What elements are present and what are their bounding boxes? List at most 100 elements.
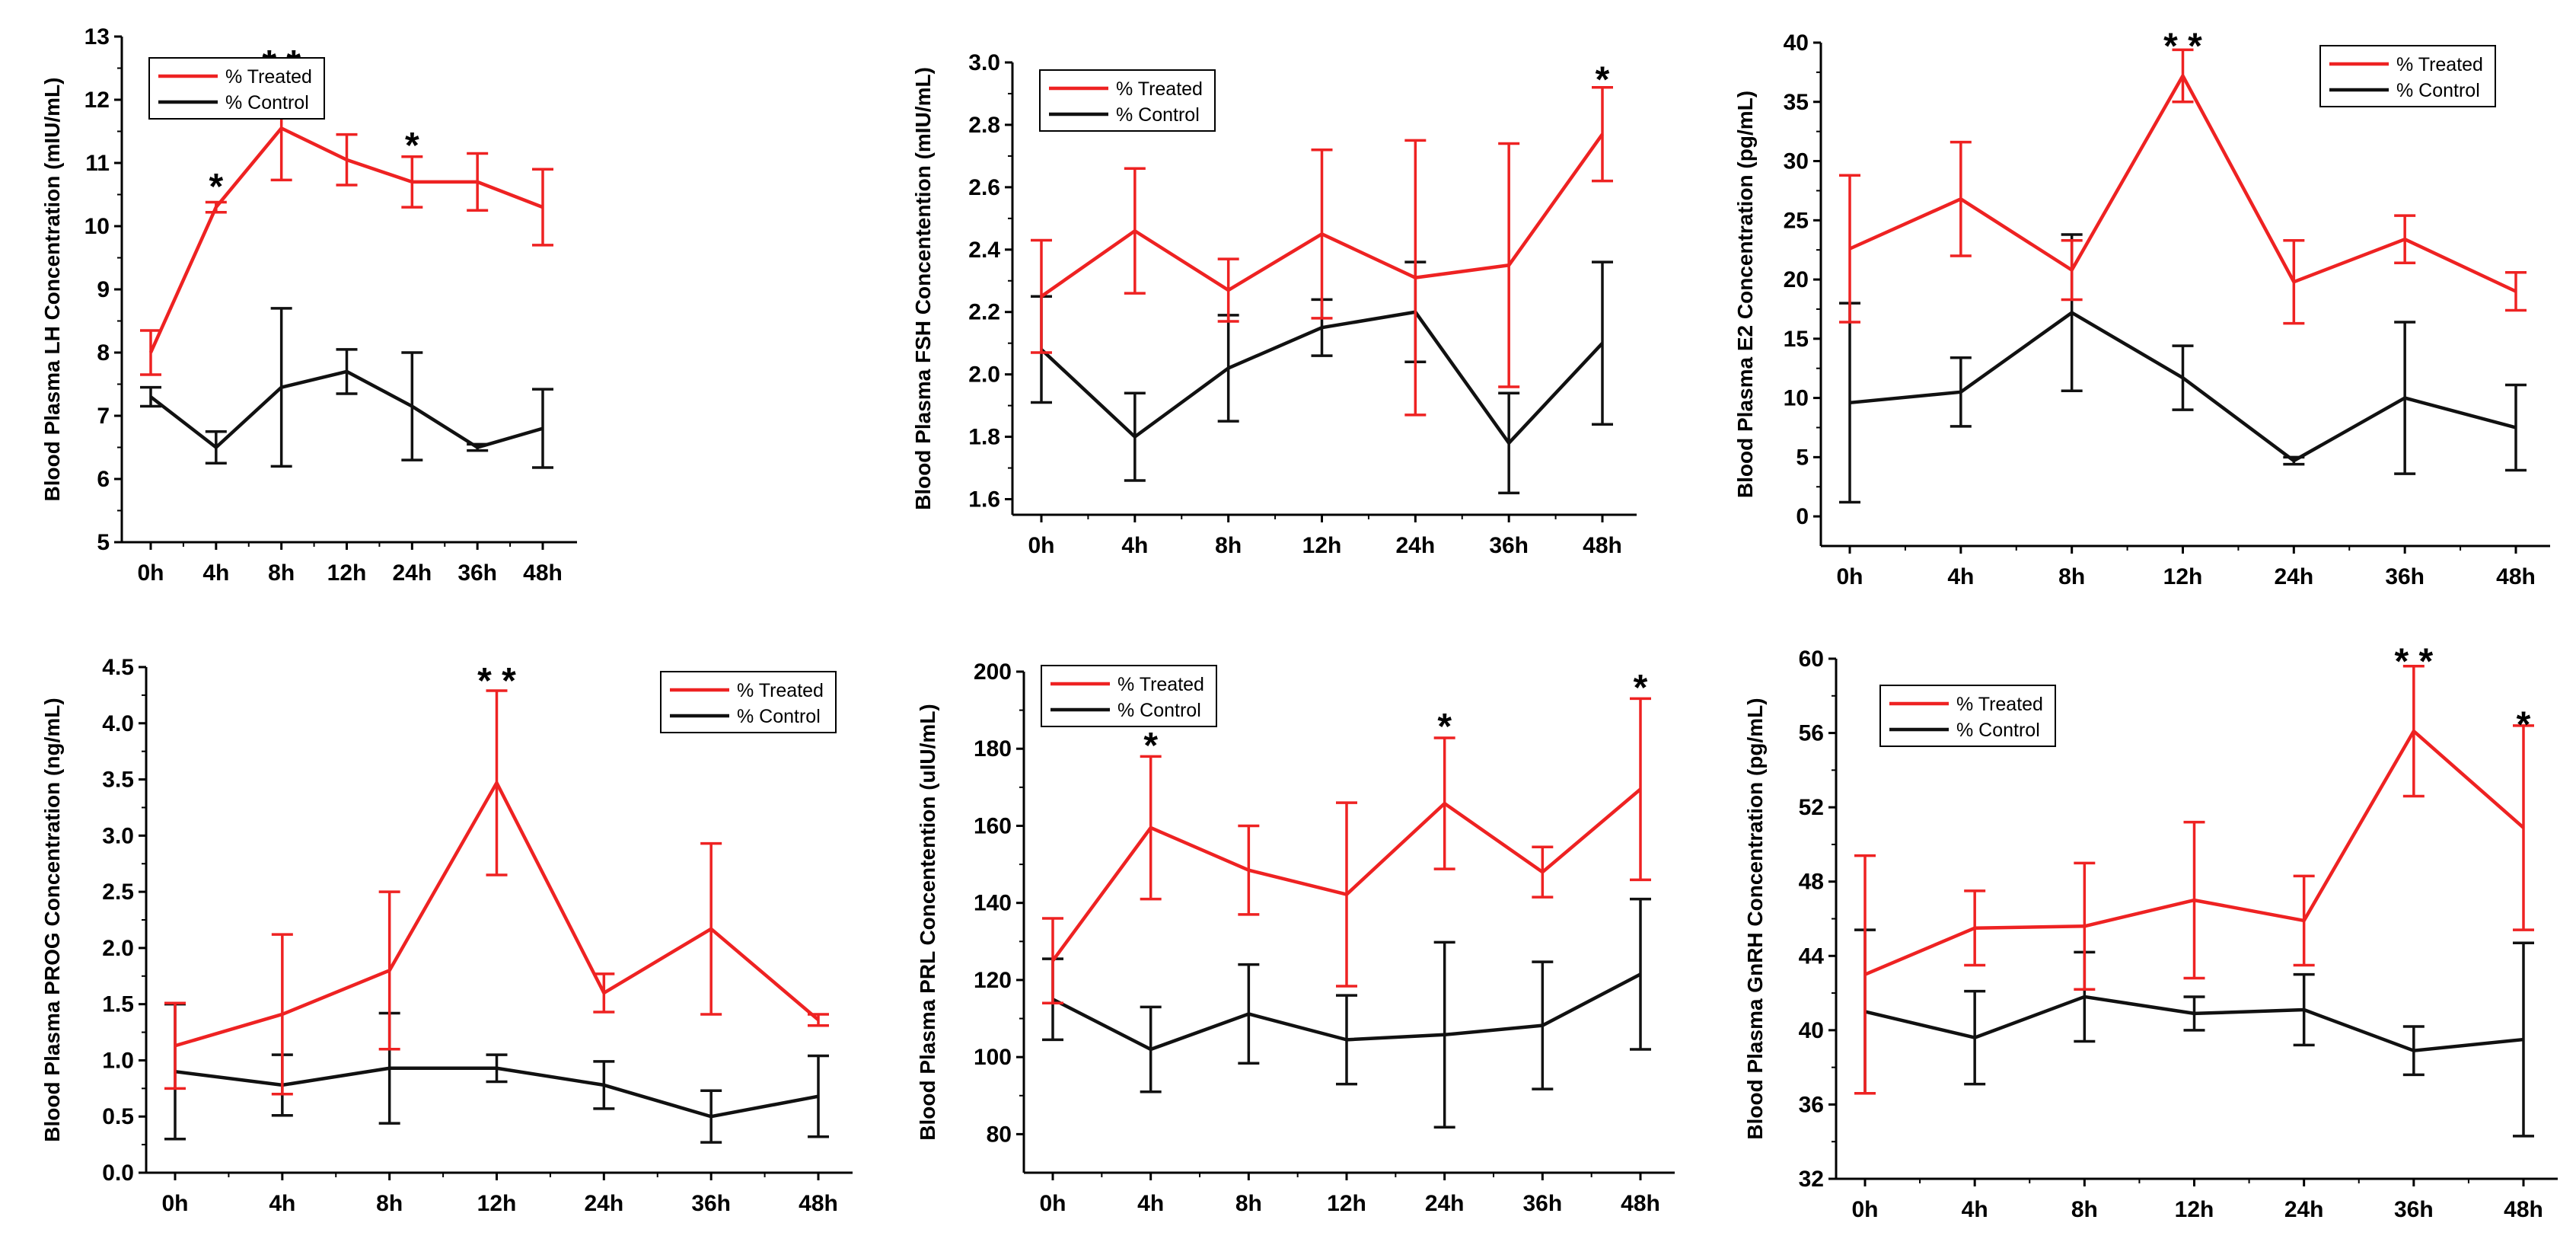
y-tick-label: 2.0 bbox=[102, 936, 134, 961]
legend-label: % Control bbox=[225, 92, 309, 113]
legend-box bbox=[1039, 69, 1216, 132]
x-tick-label: 24h bbox=[2284, 1197, 2324, 1222]
significance-marker: * bbox=[1437, 707, 1452, 747]
x-tick-label: 24h bbox=[2274, 564, 2313, 589]
series-line bbox=[1849, 311, 2517, 463]
significance-marker: * bbox=[2517, 704, 2531, 745]
x-tick-label: 12h bbox=[2175, 1197, 2214, 1222]
legend-box bbox=[148, 57, 325, 120]
series-treated bbox=[164, 689, 829, 1096]
legend-box bbox=[1879, 685, 2056, 747]
y-tick-label: 36 bbox=[1799, 1092, 1824, 1117]
x-tick-label: 24h bbox=[584, 1191, 623, 1216]
series-control bbox=[140, 307, 553, 469]
x-tick-label: 0h bbox=[1836, 564, 1863, 589]
y-tick-label: 120 bbox=[974, 968, 1012, 993]
legend-label: % Control bbox=[1117, 700, 1201, 721]
x-tick-label: 0h bbox=[1851, 1197, 1878, 1222]
y-tick-label: 25 bbox=[1784, 208, 1809, 233]
series-control bbox=[1854, 928, 2534, 1138]
y-tick-label: 0 bbox=[1796, 504, 1809, 529]
x-tick-label: 48h bbox=[523, 560, 563, 586]
y-tick-label: 140 bbox=[974, 891, 1012, 916]
significance-marker: * * bbox=[2163, 26, 2202, 66]
y-tick-label: 1.5 bbox=[102, 992, 134, 1017]
y-axis-label: Blood Plasma GnRH Concentration (pg/mL) bbox=[1743, 698, 1767, 1139]
x-tick-label: 48h bbox=[2496, 564, 2536, 589]
y-tick-label: 20 bbox=[1784, 267, 1809, 292]
y-tick-label: 100 bbox=[974, 1045, 1012, 1070]
x-tick-label: 4h bbox=[269, 1191, 295, 1216]
x-tick-label: 36h bbox=[1489, 533, 1529, 558]
y-tick-label: 3.0 bbox=[102, 823, 134, 848]
y-tick-label: 4.0 bbox=[102, 711, 134, 736]
y-tick-label: 3.0 bbox=[968, 50, 1000, 75]
x-tick-label: 4h bbox=[1947, 564, 1974, 589]
significance-marker: * * bbox=[477, 661, 516, 701]
y-tick-label: 8 bbox=[97, 340, 110, 366]
x-tick-label: 8h bbox=[1235, 1191, 1262, 1216]
y-tick-label: 2.4 bbox=[968, 238, 1000, 263]
y-tick-label: 44 bbox=[1799, 943, 1825, 969]
y-tick-label: 5 bbox=[1796, 445, 1809, 470]
series-treated bbox=[1839, 48, 2527, 325]
y-tick-label: 60 bbox=[1799, 647, 1824, 672]
y-tick-label: 2.2 bbox=[968, 300, 1000, 325]
y-tick-label: 9 bbox=[97, 277, 110, 302]
x-tick-label: 36h bbox=[2385, 564, 2425, 589]
x-tick-label: 12h bbox=[2163, 564, 2203, 589]
x-tick-label: 4h bbox=[1121, 533, 1148, 558]
y-tick-label: 4.5 bbox=[102, 655, 134, 680]
legend-label: % Treated bbox=[1116, 78, 1203, 100]
y-tick-label: 11 bbox=[85, 151, 110, 176]
legend: % Treated % Control bbox=[1041, 665, 1217, 727]
y-tick-label: 30 bbox=[1784, 149, 1809, 174]
legend: % Treated % Control bbox=[148, 57, 325, 120]
y-tick-label: 2.8 bbox=[968, 113, 1000, 138]
series-treated bbox=[1042, 697, 1651, 1005]
x-tick-label: 12h bbox=[1327, 1191, 1366, 1216]
series-line bbox=[1051, 972, 1642, 1052]
y-tick-label: 35 bbox=[1784, 90, 1809, 115]
y-tick-label: 1.8 bbox=[968, 425, 1000, 450]
series-line bbox=[1864, 995, 2524, 1052]
y-axis-label: Blood Plasma E2 Concentration (pg/mL) bbox=[1733, 91, 1757, 498]
x-tick-label: 4h bbox=[202, 560, 229, 586]
x-tick-label: 24h bbox=[1395, 533, 1435, 558]
y-tick-label: 56 bbox=[1799, 721, 1824, 746]
series-control bbox=[1042, 897, 1651, 1129]
x-tick-label: 8h bbox=[2071, 1197, 2098, 1222]
legend: % Treated % Control bbox=[2319, 45, 2496, 107]
y-axis-label: Blood Plasma PRL Concentention (uIU/mL) bbox=[916, 704, 939, 1141]
legend: % Treated % Control bbox=[1039, 69, 1216, 132]
significance-marker: * bbox=[405, 126, 419, 166]
y-tick-label: 10 bbox=[84, 214, 110, 239]
y-tick-label: 40 bbox=[1799, 1018, 1824, 1043]
x-tick-label: 24h bbox=[1425, 1191, 1465, 1216]
x-tick-label: 4h bbox=[1137, 1191, 1164, 1216]
y-tick-label: 12 bbox=[84, 88, 110, 113]
significance-marker: * bbox=[1634, 668, 1648, 708]
x-tick-label: 36h bbox=[2394, 1197, 2434, 1222]
y-tick-label: 10 bbox=[1784, 386, 1809, 411]
y-tick-label: 3.5 bbox=[102, 768, 134, 793]
y-tick-label: 2.5 bbox=[102, 880, 134, 905]
y-tick-label: 180 bbox=[974, 736, 1012, 762]
y-tick-label: 2.0 bbox=[968, 362, 1000, 388]
series-treated bbox=[1854, 665, 2534, 1095]
y-axis-label: Blood Plasma FSH Concentention (mIU/mL) bbox=[911, 67, 935, 510]
y-tick-label: 80 bbox=[987, 1122, 1012, 1147]
x-tick-label: 36h bbox=[457, 560, 497, 586]
x-tick-label: 0h bbox=[1028, 533, 1054, 558]
x-tick-label: 48h bbox=[1621, 1191, 1660, 1216]
x-tick-label: 0h bbox=[161, 1191, 188, 1216]
x-tick-label: 12h bbox=[477, 1191, 517, 1216]
x-tick-label: 8h bbox=[268, 560, 295, 586]
x-tick-label: 0h bbox=[137, 560, 164, 586]
